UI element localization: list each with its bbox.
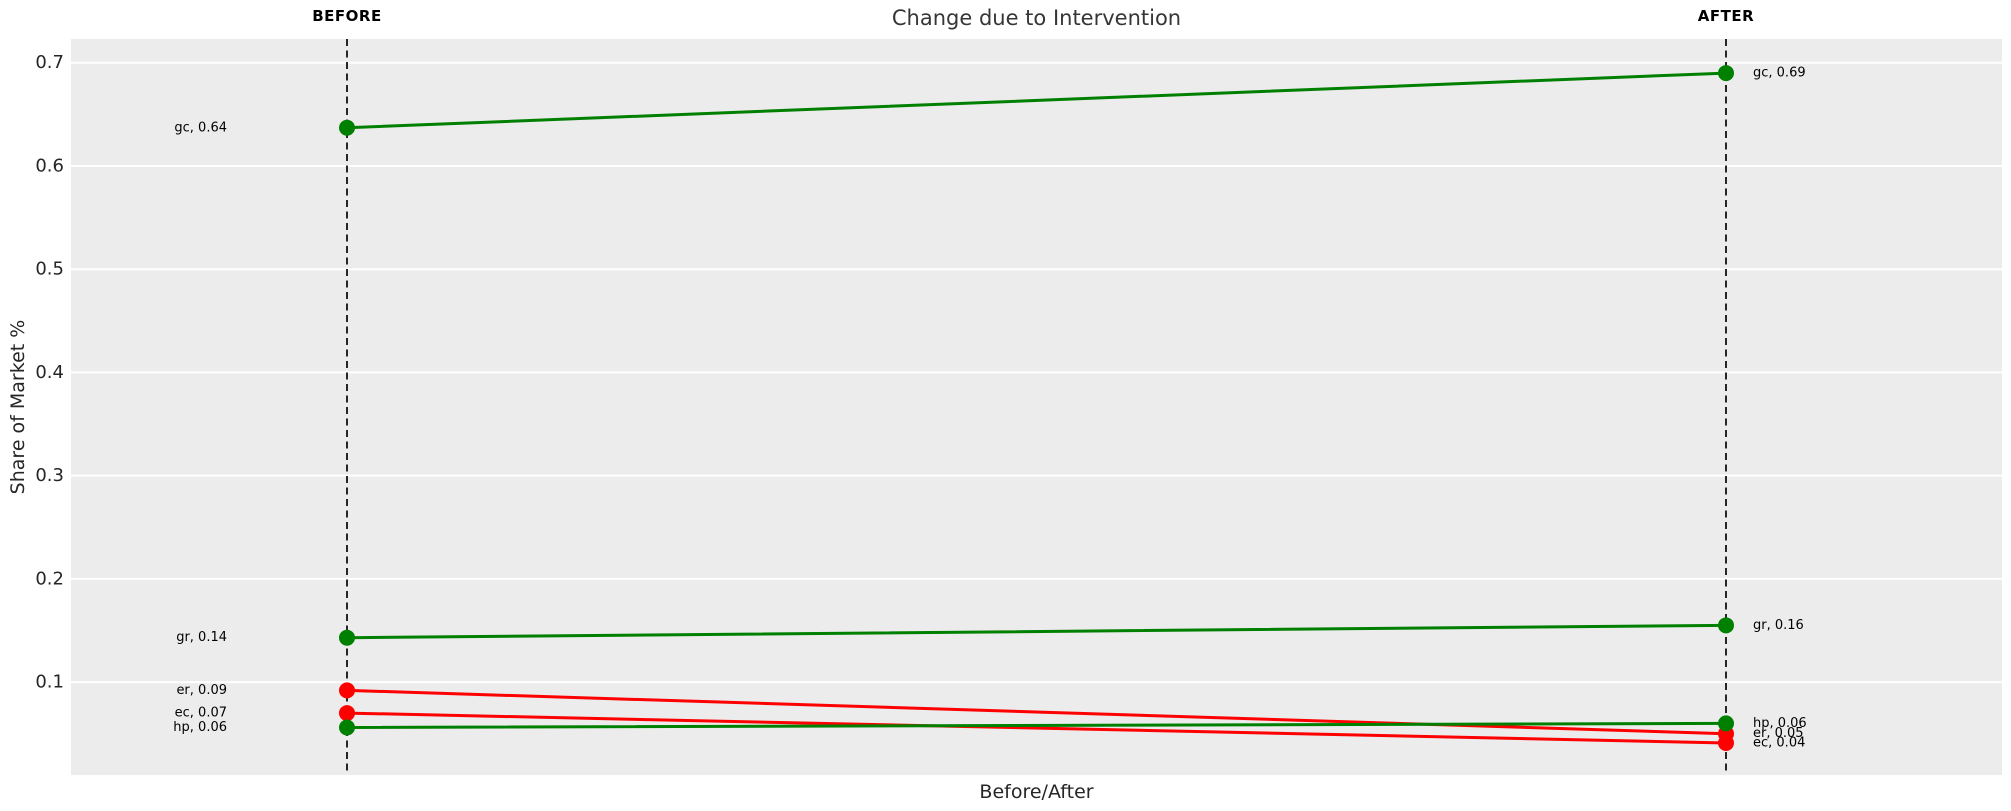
label-gc-before: gc, 0.64 [174,120,227,135]
label-gr-before: gr, 0.14 [176,630,227,645]
y-tick-label-0.5: 0.5 [35,259,64,280]
label-gr-after: gr, 0.16 [1753,618,1804,633]
y-axis-label: Share of Market % [7,319,29,495]
y-tick-label-0.6: 0.6 [35,155,64,176]
point-ec-before [339,705,355,722]
point-hp-before [339,719,355,736]
y-tick-label-0.7: 0.7 [35,52,64,73]
series-line-er [345,688,1728,736]
y-tick-label-0.4: 0.4 [35,362,64,383]
label-ec-before: ec, 0.07 [175,706,227,721]
point-ec-after [1718,735,1734,751]
label-er-after: er, 0.05 [1753,726,1804,741]
plot-area [71,39,2002,775]
label-ec-after: ec, 0.04 [1753,736,1805,751]
label-hp-after: hp, 0.06 [1753,716,1807,731]
after-column-header: AFTER [1697,7,1755,25]
point-hp-after [1718,715,1734,732]
point-gr-after [1718,617,1734,634]
x-axis-label: Before/After [979,781,1094,803]
series-line-ec [345,711,1728,745]
y-tick-label-0.2: 0.2 [35,568,64,589]
series-line-hp [345,721,1728,730]
point-gr-before [339,629,355,646]
series-line-gc [345,71,1728,130]
series-line-gr [345,623,1728,640]
y-tick-label-0.1: 0.1 [35,672,64,693]
y-tick-label-0.3: 0.3 [35,465,64,486]
before-column-header: BEFORE [312,7,382,25]
chart-title: Change due to Intervention [891,6,1182,30]
label-hp-before: hp, 0.06 [173,720,227,735]
point-gc-before [339,119,355,136]
label-gc-after: gc, 0.69 [1753,66,1806,81]
point-gc-after [1718,65,1734,82]
label-er-before: er, 0.09 [176,683,227,698]
point-er-before [339,682,355,699]
